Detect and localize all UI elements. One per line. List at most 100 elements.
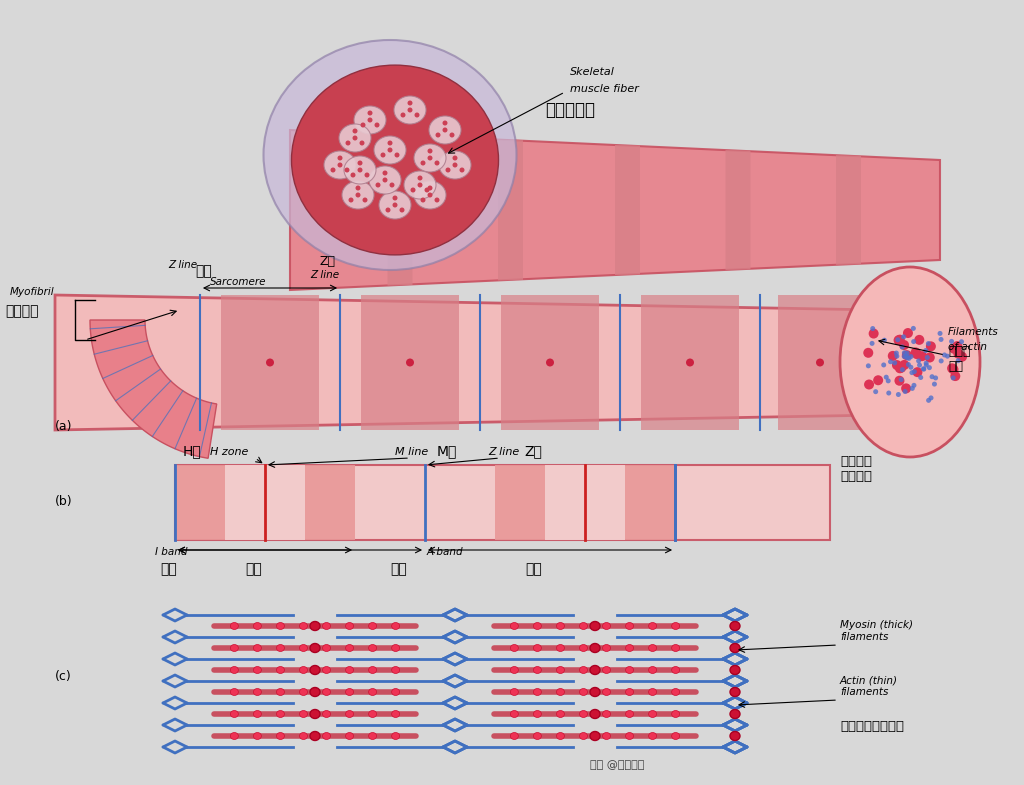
Ellipse shape — [948, 364, 958, 374]
Ellipse shape — [648, 732, 656, 739]
Ellipse shape — [418, 182, 423, 188]
Ellipse shape — [731, 623, 739, 630]
Ellipse shape — [731, 666, 739, 674]
Ellipse shape — [556, 644, 564, 652]
Ellipse shape — [348, 198, 353, 203]
Ellipse shape — [408, 100, 413, 105]
Ellipse shape — [840, 267, 980, 457]
Ellipse shape — [590, 732, 600, 740]
Text: 骨骼肌纤维: 骨骼肌纤维 — [545, 101, 595, 119]
Ellipse shape — [310, 622, 319, 630]
Ellipse shape — [427, 185, 432, 191]
Ellipse shape — [731, 623, 739, 630]
Ellipse shape — [953, 349, 964, 359]
Ellipse shape — [950, 371, 961, 381]
Ellipse shape — [379, 191, 411, 219]
Ellipse shape — [950, 375, 955, 381]
Ellipse shape — [672, 732, 680, 739]
Ellipse shape — [230, 623, 239, 630]
Ellipse shape — [902, 350, 907, 356]
Ellipse shape — [253, 688, 261, 696]
Ellipse shape — [580, 666, 588, 674]
Ellipse shape — [342, 181, 374, 209]
Ellipse shape — [323, 623, 331, 630]
Ellipse shape — [731, 644, 739, 652]
Ellipse shape — [626, 644, 634, 652]
Ellipse shape — [921, 367, 926, 371]
Ellipse shape — [884, 374, 889, 380]
Ellipse shape — [253, 644, 261, 652]
Ellipse shape — [421, 198, 426, 203]
Text: 肌动蛋白（细）丝: 肌动蛋白（细）丝 — [840, 720, 904, 733]
Ellipse shape — [908, 354, 913, 359]
Ellipse shape — [730, 666, 740, 674]
Ellipse shape — [534, 666, 542, 674]
Ellipse shape — [731, 666, 739, 674]
Ellipse shape — [939, 359, 944, 363]
Ellipse shape — [731, 732, 739, 739]
Text: Z line: Z line — [488, 447, 519, 457]
Text: 肌动蛋
白丝: 肌动蛋 白丝 — [948, 345, 971, 373]
Ellipse shape — [387, 148, 392, 152]
Text: 明带: 明带 — [390, 562, 407, 576]
Text: 暗带: 暗带 — [245, 562, 262, 576]
Ellipse shape — [345, 688, 353, 696]
Ellipse shape — [299, 710, 307, 717]
Ellipse shape — [253, 666, 261, 674]
Text: 肌节: 肌节 — [195, 264, 212, 278]
Ellipse shape — [391, 644, 399, 652]
Ellipse shape — [369, 732, 377, 739]
Ellipse shape — [276, 623, 285, 630]
Ellipse shape — [453, 155, 458, 160]
Ellipse shape — [648, 688, 656, 696]
Ellipse shape — [253, 710, 261, 717]
Ellipse shape — [896, 363, 906, 373]
Ellipse shape — [392, 195, 397, 200]
Ellipse shape — [626, 623, 634, 630]
Ellipse shape — [895, 363, 905, 374]
Ellipse shape — [945, 354, 950, 359]
Ellipse shape — [369, 644, 377, 652]
Ellipse shape — [731, 666, 739, 674]
Text: (c): (c) — [55, 670, 72, 683]
Ellipse shape — [299, 666, 307, 674]
Text: Z线: Z线 — [524, 444, 542, 458]
Ellipse shape — [408, 108, 413, 112]
Ellipse shape — [323, 644, 331, 652]
Ellipse shape — [731, 666, 739, 674]
Ellipse shape — [391, 732, 399, 739]
Ellipse shape — [345, 710, 353, 717]
Ellipse shape — [902, 354, 906, 359]
Text: I band: I band — [155, 547, 187, 557]
Ellipse shape — [731, 623, 739, 630]
Ellipse shape — [381, 152, 385, 158]
Ellipse shape — [731, 732, 739, 739]
Ellipse shape — [896, 392, 901, 397]
Ellipse shape — [263, 40, 516, 270]
Ellipse shape — [949, 339, 954, 344]
Ellipse shape — [938, 331, 942, 336]
Ellipse shape — [345, 732, 353, 739]
Ellipse shape — [344, 167, 349, 173]
Ellipse shape — [323, 732, 331, 739]
Ellipse shape — [510, 732, 518, 739]
Polygon shape — [387, 134, 413, 286]
Text: H zone: H zone — [210, 447, 249, 457]
Ellipse shape — [391, 688, 399, 696]
Ellipse shape — [580, 644, 588, 652]
Ellipse shape — [344, 156, 376, 184]
Ellipse shape — [957, 352, 967, 362]
Ellipse shape — [276, 688, 285, 696]
Ellipse shape — [909, 370, 914, 375]
Ellipse shape — [399, 207, 404, 213]
Ellipse shape — [534, 710, 542, 717]
Ellipse shape — [590, 644, 600, 652]
Ellipse shape — [731, 732, 739, 739]
Ellipse shape — [510, 644, 518, 652]
Ellipse shape — [731, 688, 739, 696]
Ellipse shape — [894, 376, 904, 385]
Ellipse shape — [731, 623, 739, 630]
Ellipse shape — [899, 377, 904, 382]
Ellipse shape — [253, 732, 261, 739]
Ellipse shape — [731, 732, 739, 739]
